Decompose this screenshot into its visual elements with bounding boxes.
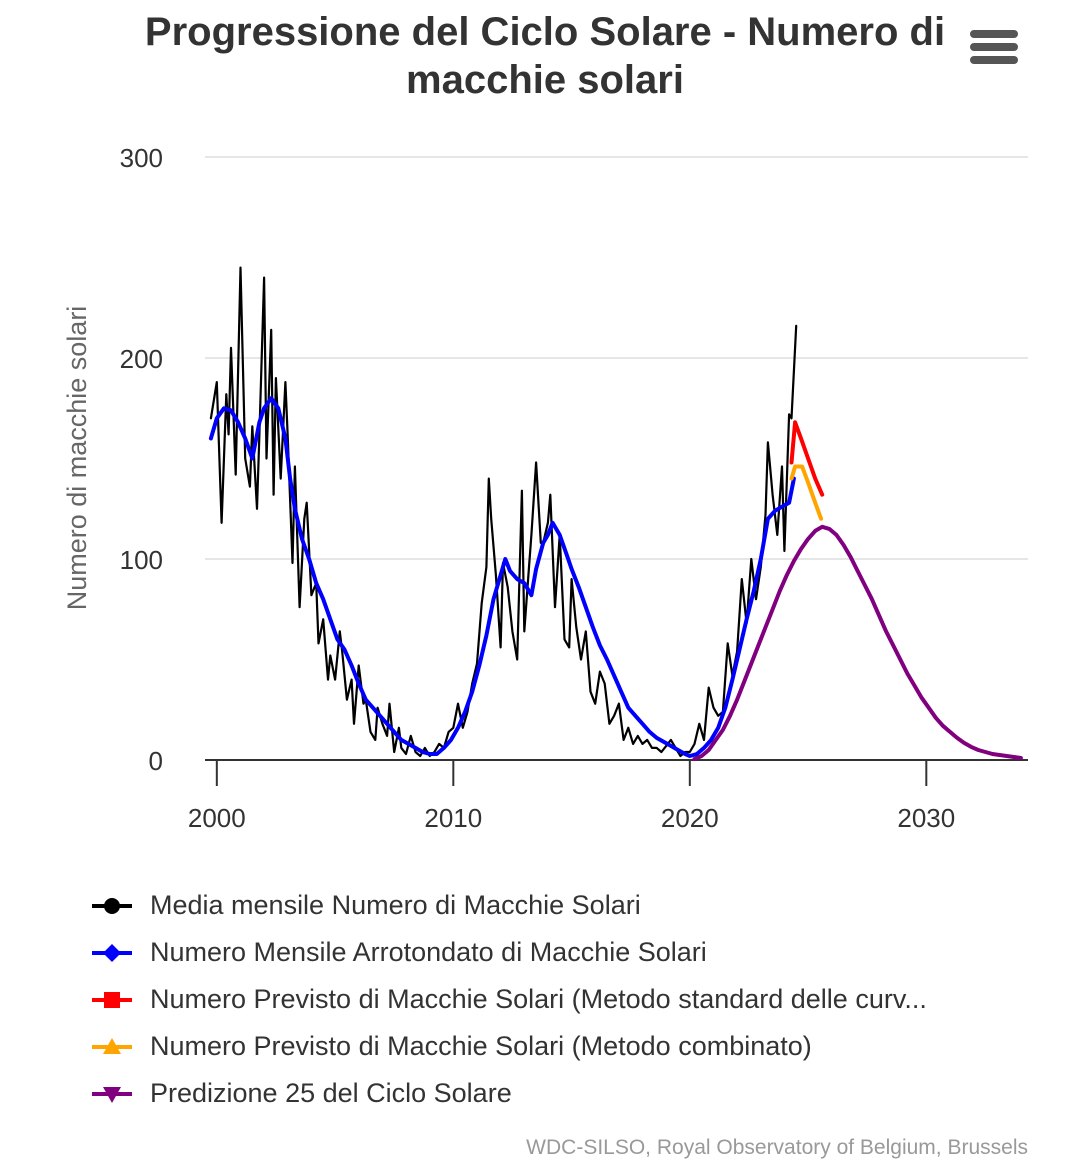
y-tick-label: 300 [120, 143, 163, 173]
legend-label: Predizione 25 del Ciclo Solare [150, 1078, 512, 1108]
credits-text[interactable]: WDC-SILSO, Royal Observatory of Belgium,… [526, 1136, 1028, 1159]
x-tick-label: 2000 [188, 803, 246, 833]
legend-item-predicted-standard[interactable]: Numero Previsto di Macchie Solari (Metod… [90, 976, 1050, 1023]
chart-legend: Media mensile Numero di Macchie Solari Nu… [90, 882, 1050, 1117]
legend-item-cycle25[interactable]: Predizione 25 del Ciclo Solare [90, 1070, 1050, 1117]
legend-item-monthly-mean[interactable]: Media mensile Numero di Macchie Solari [90, 882, 1050, 929]
hamburger-menu-icon[interactable] [970, 30, 1018, 72]
y-tick-label: 200 [120, 344, 163, 374]
x-tick-label: 2030 [897, 803, 955, 833]
y-axis-label: Numero di macchie solari [62, 306, 92, 611]
legend-label: Media mensile Numero di Macchie Solari [150, 890, 641, 920]
triangle-down-marker-icon [92, 1086, 132, 1103]
y-tick-label: 100 [120, 545, 163, 575]
square-marker-icon [92, 991, 132, 1008]
legend-item-predicted-combined[interactable]: Numero Previsto di Macchie Solari (Metod… [90, 1023, 1050, 1070]
chart-plot: 0 100 200 300 2000 2010 2020 2030 Numero di ma… [62, 143, 1028, 833]
chart-title: Progressione del Ciclo Solare - Numero d… [144, 10, 946, 102]
series-monthly-mean-line[interactable] [209, 266, 798, 758]
diamond-marker-icon [92, 943, 132, 962]
legend-label: Numero Previsto di Macchie Solari (Metod… [150, 1031, 812, 1061]
series-smoothed-line[interactable] [208, 396, 796, 758]
circle-marker-icon [92, 897, 132, 914]
y-tick-label: 0 [149, 746, 163, 776]
series-predicted-standard-line[interactable] [789, 420, 825, 497]
legend-item-smoothed[interactable]: Numero Mensile Arrotondato di Macchie So… [90, 929, 1050, 976]
triangle-marker-icon [92, 1037, 132, 1054]
x-tick-label: 2020 [661, 803, 719, 833]
series-predicted-combined-line[interactable] [789, 464, 824, 521]
series-cycle25-prediction-line[interactable] [692, 524, 1023, 761]
legend-label: Numero Previsto di Macchie Solari (Metod… [150, 984, 927, 1014]
x-tick-label: 2010 [424, 803, 482, 833]
legend-label: Numero Mensile Arrotondato di Macchie So… [150, 937, 707, 967]
